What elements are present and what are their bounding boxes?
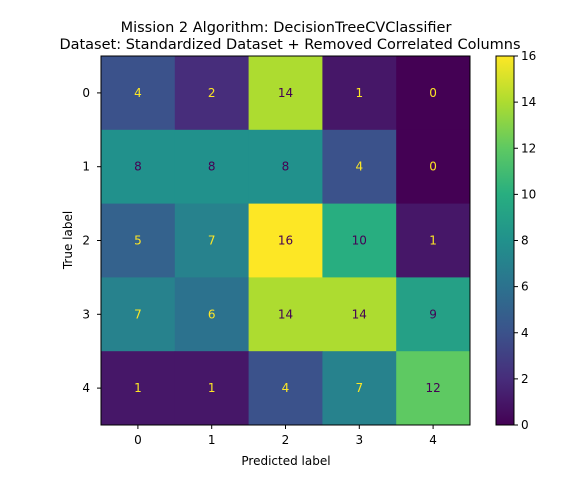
colorbar: [495, 55, 515, 426]
cell-value-label: 14: [278, 86, 293, 100]
x-axis-ticks: 0 1 2 3 4: [134, 425, 437, 447]
colorbar-tick-label: 8: [521, 234, 529, 248]
chart-title-line2: Dataset: Standardized Dataset + Removed …: [59, 37, 520, 53]
heatmap-cells: 4 2 14 1 08 8 8 4 05 7 16 10 17 6 14 14 91 1 4 7 12: [101, 56, 471, 426]
y-tick-label: 0: [82, 86, 90, 100]
heatmap-cell: [101, 277, 176, 352]
heatmap-cell: [248, 129, 323, 205]
cell-value-label: 7: [208, 234, 216, 248]
heatmap-cell: [174, 351, 250, 426]
cell-value-label: 0: [429, 86, 437, 100]
y-tick-label: 1: [82, 160, 90, 174]
heatmap-cell: [396, 203, 471, 278]
x-tick-label: 4: [429, 433, 437, 447]
cell-value-label: 8: [282, 160, 290, 174]
cell-value-label: 8: [208, 160, 216, 174]
x-axis-label: Predicted label: [241, 454, 330, 468]
heatmap-cell: [396, 56, 471, 131]
heatmap-cell: [248, 56, 323, 131]
colorbar-tick-label: 2: [521, 372, 529, 386]
colorbar-tick-label: 4: [521, 326, 529, 340]
heatmap-cell: [101, 203, 176, 278]
colorbar-ticks: 0 2 4 6 8 10 12 14 16: [514, 49, 536, 432]
cell-value-label: 2: [208, 86, 216, 100]
heatmap-cell: [248, 203, 323, 278]
cell-value-label: 7: [355, 381, 363, 395]
heatmap-cell: [101, 351, 176, 426]
heatmap-cell: [322, 351, 397, 426]
x-tick-label: 2: [282, 433, 290, 447]
heatmap-cell: [396, 129, 471, 205]
heatmap-cell: [322, 56, 397, 131]
cell-value-label: 10: [352, 234, 367, 248]
cell-value-label: 1: [208, 381, 216, 395]
heatmap-cell: [174, 56, 250, 131]
heatmap-cell: [174, 203, 250, 278]
x-tick-label: 3: [355, 433, 363, 447]
y-axis-ticks: 0 1 2 3 4: [82, 86, 101, 395]
colorbar-tick-label: 0: [521, 418, 529, 432]
y-tick-label: 3: [82, 307, 90, 321]
colorbar-tick-label: 16: [521, 49, 536, 63]
y-tick-label: 2: [82, 234, 90, 248]
cell-value-label: 1: [355, 86, 363, 100]
y-axis-label: True label: [61, 211, 75, 270]
colorbar-tick-label: 12: [521, 141, 536, 155]
heatmap-cell: [396, 351, 471, 426]
cell-value-label: 4: [282, 381, 290, 395]
heatmap-cell: [322, 203, 397, 278]
heatmap-cell: [174, 277, 250, 352]
colorbar-tick-label: 14: [521, 95, 536, 109]
x-tick-label: 0: [134, 433, 142, 447]
cell-value-label: 9: [429, 307, 437, 321]
chart-title-line1: Mission 2 Algorithm: DecisionTreeCVClass…: [121, 20, 452, 36]
cell-value-label: 12: [425, 381, 440, 395]
heatmap-cell: [101, 129, 176, 205]
cell-value-label: 7: [134, 307, 142, 321]
colorbar-tick-label: 10: [521, 187, 536, 201]
heatmap-cell: [322, 277, 397, 352]
heatmap-cell: [396, 277, 471, 352]
cell-value-label: 8: [134, 160, 142, 174]
cell-value-label: 5: [134, 234, 142, 248]
cell-value-label: 1: [429, 234, 437, 248]
cell-value-label: 14: [278, 307, 293, 321]
cell-value-label: 16: [278, 234, 293, 248]
cell-value-label: 1: [134, 381, 142, 395]
cell-value-label: 4: [134, 86, 142, 100]
y-tick-label: 4: [82, 381, 90, 395]
heatmap-cell: [248, 351, 323, 426]
cell-value-label: 14: [352, 307, 367, 321]
cell-value-label: 4: [355, 160, 363, 174]
heatmap-cell: [174, 129, 250, 205]
colorbar-tick-label: 6: [521, 280, 529, 294]
x-tick-label: 1: [208, 433, 216, 447]
cell-value-label: 0: [429, 160, 437, 174]
cell-value-label: 6: [208, 307, 216, 321]
heatmap-cell: [322, 129, 397, 205]
heatmap-cell: [248, 277, 323, 352]
heatmap-cell: [101, 56, 176, 131]
